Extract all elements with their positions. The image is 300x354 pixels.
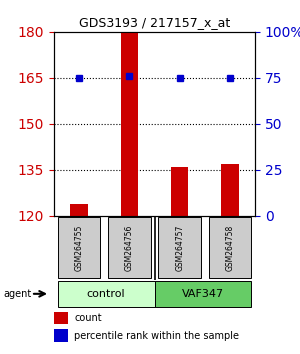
- Text: GSM264757: GSM264757: [175, 224, 184, 271]
- Bar: [54, 329, 68, 342]
- FancyBboxPatch shape: [154, 281, 251, 307]
- FancyBboxPatch shape: [58, 217, 100, 278]
- Text: count: count: [74, 313, 102, 323]
- Title: GDS3193 / 217157_x_at: GDS3193 / 217157_x_at: [79, 16, 230, 29]
- Bar: [171, 167, 188, 216]
- Text: GSM264758: GSM264758: [225, 225, 234, 271]
- Text: percentile rank within the sample: percentile rank within the sample: [74, 331, 239, 341]
- FancyBboxPatch shape: [158, 217, 201, 278]
- Text: GSM264755: GSM264755: [75, 224, 84, 271]
- FancyBboxPatch shape: [58, 281, 154, 307]
- Text: control: control: [87, 289, 125, 299]
- Text: VAF347: VAF347: [182, 289, 224, 299]
- FancyBboxPatch shape: [208, 217, 251, 278]
- Text: agent: agent: [3, 289, 31, 299]
- Bar: [54, 312, 68, 324]
- Bar: [121, 32, 138, 216]
- FancyBboxPatch shape: [108, 217, 151, 278]
- Bar: [70, 204, 88, 216]
- Text: GSM264756: GSM264756: [125, 224, 134, 271]
- Bar: [221, 164, 239, 216]
